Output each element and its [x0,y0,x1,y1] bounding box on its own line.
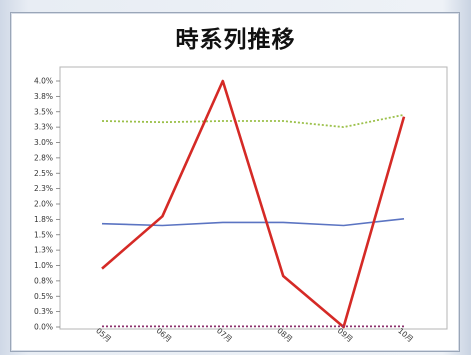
y-tick-label: 2.0% [34,200,53,209]
y-tick-label: 1.0% [34,261,53,270]
y-tick-label: 0.8% [34,276,53,285]
y-tick-label: 0.0% [34,323,53,332]
y-tick-label: 1.5% [34,230,53,239]
y-tick-label: 2.3% [34,184,53,193]
y-tick-label: 1.3% [34,246,53,255]
series-line-3 [101,79,406,329]
y-axis-ticks: 0.0% 0.3% 0.5% 0.8% 1.0% 1.3% 1.5% 1.8% 2.0% 2.3%… [34,77,60,332]
y-tick-label: 4.0% [34,77,53,86]
y-tick-label: 0.5% [34,292,53,301]
y-tick-label: 3.3% [34,123,53,132]
y-tick-label: 3.5% [34,107,53,116]
plot-area [59,66,448,330]
series-lines [101,79,406,329]
y-tick-label: 2.5% [34,169,53,178]
y-tick-label: 3.8% [34,92,53,101]
chart-title: 時系列推移 [175,27,296,53]
y-tick-label: 1.8% [34,215,53,224]
series-line-2 [101,113,405,128]
y-tick-label: 3.0% [34,138,53,147]
y-tick-label: 2.8% [34,153,53,162]
y-tick-label: 0.3% [34,307,53,316]
